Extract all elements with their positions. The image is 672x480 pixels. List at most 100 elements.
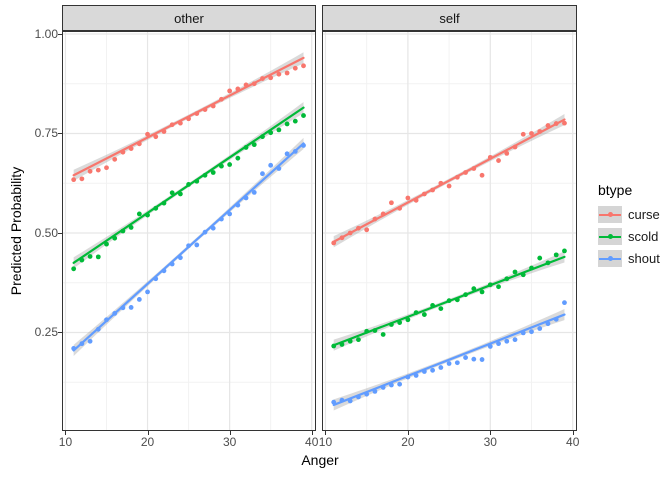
data-point-curse: [520, 131, 526, 137]
data-point-scold: [372, 328, 378, 333]
data-point-curse: [95, 167, 101, 173]
plot-panel-other: [62, 31, 316, 431]
legend-item-curse: curse: [598, 206, 660, 223]
data-point-scold: [243, 145, 249, 150]
legend-label: shout: [628, 251, 660, 266]
data-point-shout: [112, 310, 118, 316]
data-point-curse: [202, 107, 208, 113]
data-point-shout: [413, 373, 419, 378]
legend-label: curse: [628, 207, 660, 222]
data-point-curse: [219, 96, 224, 102]
y-tick-label: 1.00: [34, 26, 58, 41]
x-tick-label: 30: [222, 435, 237, 449]
data-point-scold: [512, 269, 518, 275]
data-point-shout: [479, 357, 485, 362]
facet-strip-label: other: [174, 10, 204, 26]
data-point-scold: [301, 113, 306, 118]
data-point-shout: [145, 289, 150, 295]
data-point-scold: [347, 338, 353, 344]
data-point-curse: [153, 134, 159, 140]
data-point-shout: [496, 341, 501, 347]
data-point-curse: [227, 88, 233, 94]
data-point-scold: [331, 343, 337, 349]
panel-canvas: [63, 32, 315, 430]
data-point-scold: [120, 228, 126, 234]
x-tick-label: 30: [483, 435, 497, 449]
x-tick-mark: [229, 431, 231, 435]
data-point-shout: [405, 374, 411, 380]
data-point-curse: [479, 172, 485, 178]
x-tick-mark: [490, 431, 492, 435]
data-point-shout: [87, 338, 93, 344]
data-point-shout: [284, 151, 290, 157]
data-point-shout: [202, 229, 208, 235]
data-point-shout: [243, 195, 249, 201]
data-point-curse: [235, 86, 241, 92]
data-point-scold: [227, 162, 233, 167]
data-point-scold: [251, 142, 257, 148]
data-point-scold: [268, 130, 274, 136]
data-point-curse: [260, 76, 265, 81]
x-tick-mark: [147, 431, 149, 435]
data-point-shout: [235, 202, 241, 208]
facet-strip-label: self: [439, 10, 460, 26]
data-point-shout: [356, 394, 361, 400]
data-point-curse: [128, 146, 134, 152]
x-tick-label: 40: [566, 435, 580, 449]
facet-strip-self: self: [322, 5, 577, 31]
data-point-curse: [136, 141, 142, 147]
data-point-scold: [339, 342, 345, 347]
x-tick-label: 40: [305, 435, 319, 449]
smooth-line-curse: [332, 118, 566, 243]
data-point-scold: [87, 254, 93, 259]
data-point-shout: [487, 344, 493, 349]
data-point-curse: [339, 235, 345, 241]
data-point-shout: [301, 143, 306, 148]
data-point-shout: [529, 329, 534, 335]
data-point-scold: [186, 182, 191, 187]
legend-key-curse: [598, 206, 622, 223]
data-point-curse: [471, 166, 477, 171]
data-point-curse: [169, 122, 175, 128]
data-point-curse: [438, 180, 444, 186]
data-point-curse: [405, 195, 411, 201]
data-point-curse: [389, 200, 394, 206]
data-point-shout: [194, 242, 200, 248]
data-point-shout: [512, 337, 518, 343]
data-point-scold: [356, 337, 361, 343]
data-point-scold: [471, 286, 477, 292]
panel-canvas: [323, 32, 576, 430]
data-point-scold: [71, 266, 77, 272]
legend-item-shout: shout: [598, 250, 660, 267]
x-tick-mark: [65, 431, 67, 435]
data-point-scold: [364, 328, 370, 334]
x-tick-mark: [407, 431, 409, 435]
data-point-scold: [562, 248, 567, 254]
data-point-shout: [260, 171, 265, 177]
y-tick-mark: [58, 332, 62, 334]
data-point-curse: [292, 65, 298, 71]
plot-panel-self: [322, 31, 577, 431]
data-point-scold: [161, 200, 167, 206]
data-point-curse: [545, 123, 551, 128]
data-point-shout: [397, 381, 403, 387]
data-point-scold: [112, 235, 118, 241]
legend-item-scold: scold: [598, 228, 660, 245]
data-point-curse: [454, 174, 460, 180]
data-point-curse: [145, 131, 150, 137]
legend-title: btype: [598, 182, 633, 198]
legend-key-shout: [598, 250, 622, 267]
facet-strip-other: other: [62, 5, 316, 31]
data-point-curse: [268, 75, 274, 81]
data-point-scold: [463, 292, 468, 298]
data-point-scold: [529, 265, 534, 271]
data-point-curse: [87, 168, 93, 174]
data-point-scold: [545, 260, 551, 266]
data-point-curse: [430, 187, 436, 193]
data-point-scold: [153, 205, 159, 211]
data-point-shout: [471, 356, 477, 362]
data-point-scold: [446, 298, 452, 304]
x-tick-mark: [311, 431, 313, 435]
data-point-shout: [186, 243, 191, 249]
